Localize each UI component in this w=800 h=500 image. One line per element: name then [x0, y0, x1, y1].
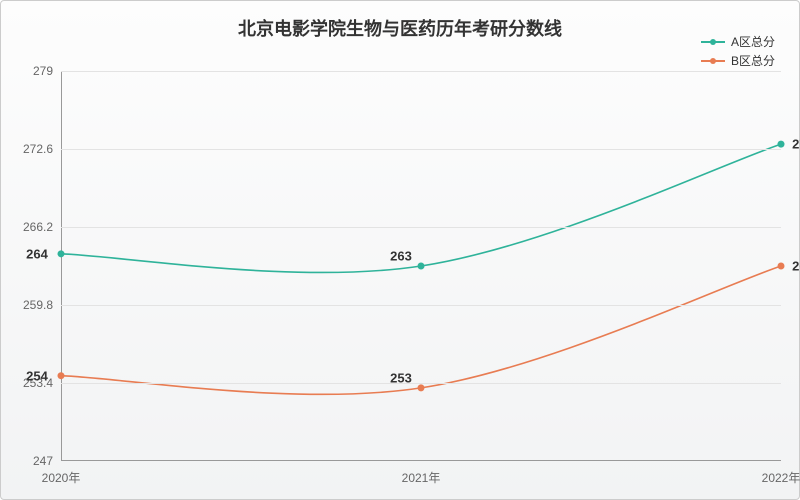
data-label: 263 — [388, 249, 414, 264]
y-tick-label: 279 — [33, 64, 61, 78]
grid-line — [61, 227, 781, 228]
series-line — [61, 144, 781, 272]
data-label: 264 — [24, 246, 50, 261]
data-marker — [778, 141, 785, 148]
legend-line-a — [701, 41, 725, 43]
y-tick-label: 266.2 — [23, 220, 61, 234]
x-tick-label: 2020年 — [42, 461, 81, 486]
data-marker — [418, 263, 425, 270]
plot-area: 247253.4259.8266.2272.62792020年2021年2022… — [61, 71, 781, 461]
grid-line — [61, 383, 781, 384]
grid-line — [61, 71, 781, 72]
y-tick-label: 272.6 — [23, 142, 61, 156]
legend-label-a: A区总分 — [731, 33, 775, 50]
data-marker — [778, 263, 785, 270]
legend: A区总分 B区总分 — [701, 33, 775, 71]
x-tick-label: 2021年 — [402, 461, 441, 486]
legend-line-b — [701, 60, 725, 62]
y-tick-label: 259.8 — [23, 298, 61, 312]
legend-label-b: B区总分 — [731, 52, 775, 69]
data-label: 253 — [388, 370, 414, 385]
legend-item-a: A区总分 — [701, 33, 775, 50]
data-label: 263 — [790, 259, 800, 274]
legend-item-b: B区总分 — [701, 52, 775, 69]
grid-line — [61, 305, 781, 306]
line-paths — [61, 71, 781, 461]
legend-dot-b — [710, 58, 716, 64]
data-marker — [58, 250, 65, 257]
chart-title: 北京电影学院生物与医药历年考研分数线 — [238, 15, 562, 41]
x-tick-label: 2022年 — [762, 461, 800, 486]
data-marker — [418, 384, 425, 391]
data-label: 273 — [790, 137, 800, 152]
series-line — [61, 266, 781, 394]
data-label: 254 — [24, 368, 50, 383]
legend-dot-a — [710, 39, 716, 45]
grid-line — [61, 149, 781, 150]
chart-container: 北京电影学院生物与医药历年考研分数线 A区总分 B区总分 247253.4259… — [0, 0, 800, 500]
